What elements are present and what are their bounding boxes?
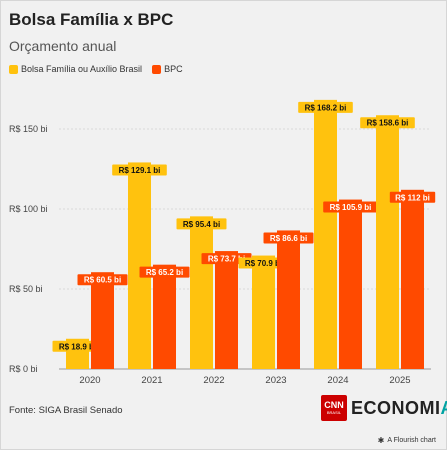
economia-wordmark-accent: A	[441, 398, 447, 418]
data-label: R$ 60.5 bi	[84, 276, 121, 285]
economia-wordmark-main: ECONOMI	[351, 397, 441, 418]
legend: Bolsa Família ou Auxílio Brasil BPC	[9, 64, 193, 74]
data-label: R$ 18.9 bi	[59, 342, 96, 351]
data-label: R$ 158.6 bi	[367, 119, 409, 128]
data-label: R$ 70.9 bi	[245, 259, 282, 268]
data-label: R$ 95.4 bi	[183, 220, 220, 229]
data-label-bg	[77, 274, 128, 286]
x-tick-label: 2024	[327, 375, 348, 386]
data-label-bg	[52, 340, 103, 352]
cnn-badge-subtext: BRASIL	[326, 410, 342, 415]
data-label-bg	[112, 164, 167, 176]
data-label-bg	[360, 117, 415, 129]
data-label-bg	[176, 218, 227, 230]
legend-swatch-bpc	[152, 64, 162, 74]
data-label: R$ 65.2 bi	[146, 268, 183, 277]
data-label-bg	[263, 232, 314, 244]
data-label: R$ 105.9 bi	[330, 203, 372, 212]
x-tick-label: 2025	[389, 375, 410, 386]
data-label-bg	[389, 191, 436, 203]
chart-title: Bolsa Família x BPC	[9, 10, 174, 29]
data-label-bg	[238, 257, 289, 269]
source-note: Fonte: SIGA Brasil Senado	[9, 405, 123, 416]
data-label: R$ 168.2 bi	[305, 103, 347, 112]
legend-label-bpc: BPC	[164, 64, 183, 74]
chart-subtitle: Orçamento anual	[9, 38, 117, 54]
bar	[153, 264, 176, 369]
data-label: R$ 86.6 bi	[270, 234, 307, 243]
bar-chart: R$ 0 bi R$ 50 bi R$ 100 bi R$ 150 bi 2020 R$ …	[9, 99, 436, 386]
x-tick-label: 2023	[265, 375, 286, 386]
bar	[128, 162, 151, 369]
cnn-badge: CNN BRASIL	[321, 395, 347, 421]
legend-item-bpc[interactable]: BPC	[152, 64, 183, 74]
bar	[339, 199, 362, 369]
data-label-bg	[323, 201, 378, 213]
legend-label-bolsa-familia: Bolsa Família ou Auxílio Brasil	[21, 64, 143, 74]
y-tick-label: R$ 50 bi	[9, 284, 43, 294]
y-tick-label: R$ 0 bi	[9, 364, 38, 374]
data-label: R$ 129.1 bi	[119, 166, 161, 175]
y-tick-label: R$ 150 bi	[9, 124, 48, 134]
cnn-economia-logo: CNN BRASIL ECONOMIA	[321, 395, 447, 421]
bar	[215, 251, 238, 369]
bar	[376, 115, 399, 369]
data-label: R$ 112 bi	[395, 193, 430, 202]
flourish-credit[interactable]: ✱ A Flourish chart	[378, 436, 436, 445]
x-tick-label: 2022	[203, 375, 224, 386]
bar	[277, 230, 300, 369]
bar	[190, 216, 213, 369]
x-tick-label: 2021	[141, 375, 162, 386]
flourish-icon: ✱	[377, 436, 385, 445]
legend-item-bolsa-familia[interactable]: Bolsa Família ou Auxílio Brasil	[9, 64, 142, 74]
bar	[401, 189, 424, 369]
legend-swatch-bolsa-familia	[9, 64, 18, 74]
bar	[91, 272, 114, 369]
flourish-credit-text: A Flourish chart	[387, 437, 436, 444]
bar	[252, 255, 275, 369]
data-label: R$ 73.7 bi	[208, 255, 245, 264]
data-label-bg	[298, 101, 353, 113]
y-tick-label: R$ 100 bi	[9, 204, 48, 214]
x-tick-label: 2020	[79, 375, 100, 386]
economia-wordmark: ECONOMIA	[351, 398, 447, 419]
bar	[314, 99, 337, 369]
data-label-bg	[139, 266, 190, 278]
cnn-badge-text: CNN	[324, 400, 344, 410]
